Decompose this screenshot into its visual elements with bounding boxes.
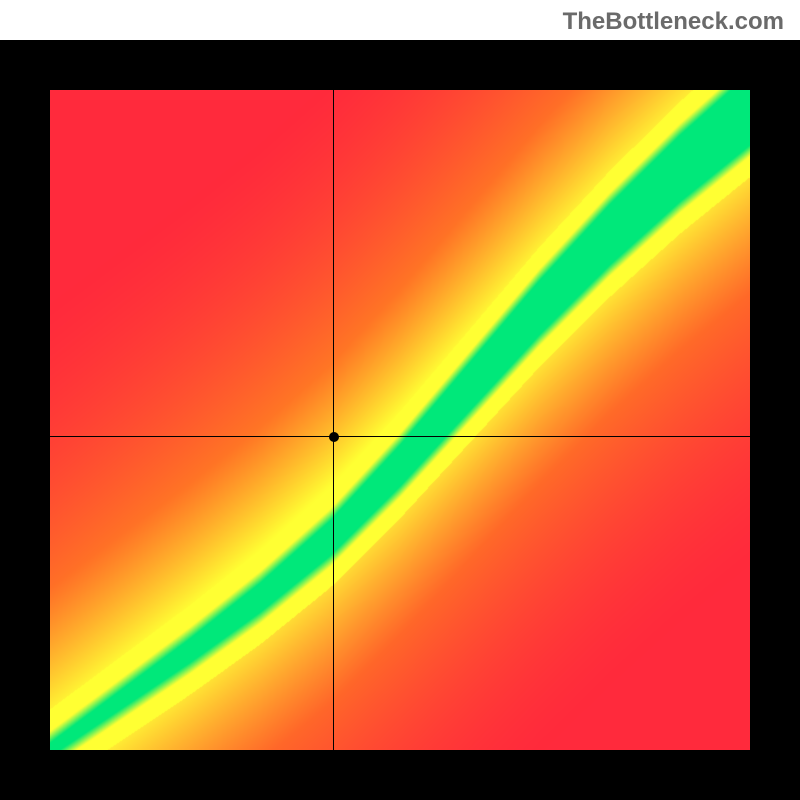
heatmap-canvas [50,90,750,750]
heatmap-plot-area [50,90,750,750]
marker-dot [329,432,339,442]
crosshair-vertical [333,90,334,750]
crosshair-horizontal [50,436,750,437]
watermark-text: TheBottleneck.com [563,8,784,36]
